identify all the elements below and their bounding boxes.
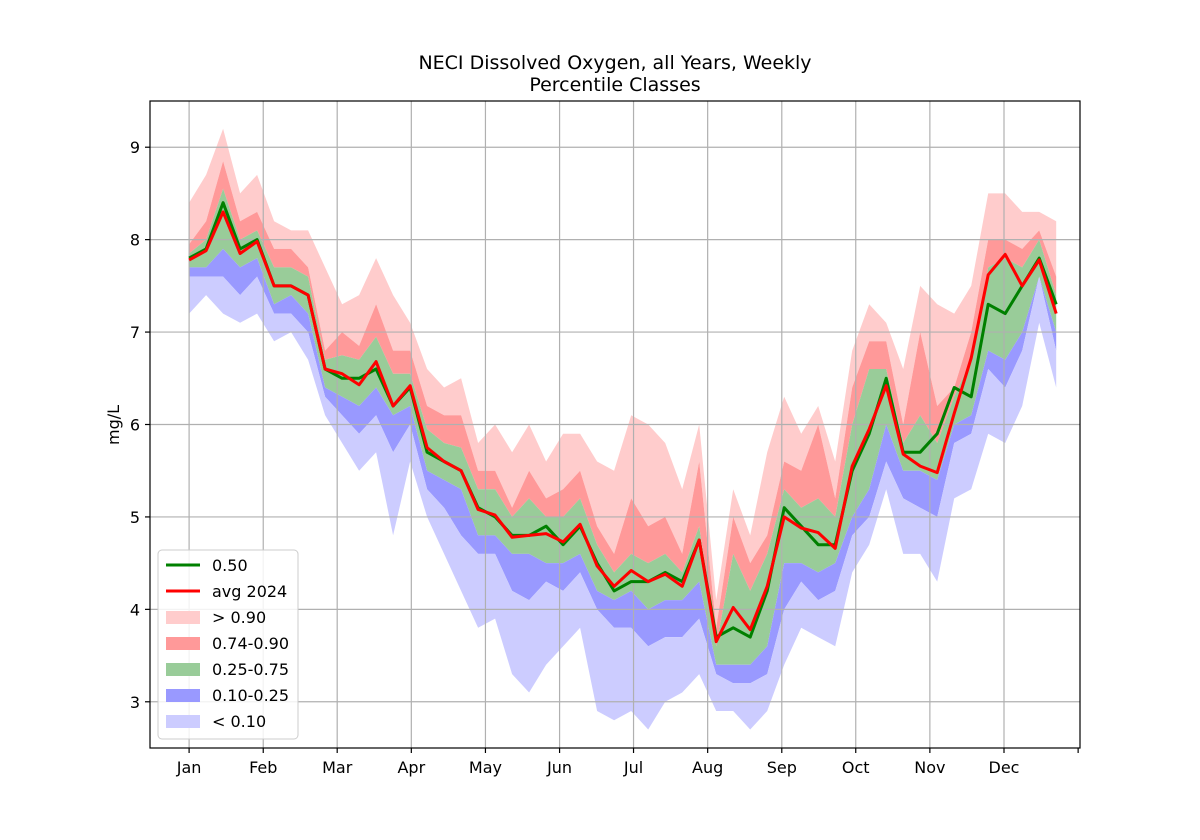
band-5 bbox=[189, 276, 1057, 730]
legend-swatch-5 bbox=[166, 663, 200, 676]
band-3 bbox=[189, 188, 1057, 665]
legend-swatch-6 bbox=[166, 689, 200, 702]
y-tick-label: 4 bbox=[130, 600, 140, 619]
x-tick-label: May bbox=[469, 758, 502, 777]
legend-swatch-7 bbox=[166, 715, 200, 728]
x-tick-label: Mar bbox=[322, 758, 353, 777]
x-tick-label: Apr bbox=[397, 758, 425, 777]
x-tick-label: Jan bbox=[176, 758, 202, 777]
chart-title-line2: Percentile Classes bbox=[529, 74, 700, 96]
legend-label: > 0.90 bbox=[212, 608, 266, 627]
y-axis-ticks: 3 4 5 6 7 8 9 bbox=[130, 138, 150, 712]
series-line-avg-2024 bbox=[188, 210, 1058, 644]
x-tick-label: Aug bbox=[692, 758, 723, 777]
legend-swatch-3 bbox=[166, 611, 200, 624]
y-tick-label: 8 bbox=[130, 231, 140, 250]
legend-label: 0.50 bbox=[212, 556, 248, 575]
x-axis-ticks: Jan Feb Mar Apr May Jun Jul Aug Sep Oct Nov Dec bbox=[176, 748, 1079, 777]
chart-title-line1: NECI Dissolved Oxygen, all Years, Weekly bbox=[418, 52, 811, 74]
y-axis-label: mg/L bbox=[104, 405, 123, 445]
legend-label: avg 2024 bbox=[212, 582, 287, 601]
series-line-0-50 bbox=[188, 201, 1058, 639]
x-tick-label: Sep bbox=[767, 758, 797, 777]
x-tick-label: Dec bbox=[989, 758, 1020, 777]
y-tick-label: 3 bbox=[130, 693, 140, 712]
y-tick-label: 5 bbox=[130, 508, 140, 527]
legend-swatch-4 bbox=[166, 637, 200, 650]
legend-label: 0.74-0.90 bbox=[212, 634, 289, 653]
x-tick-label: Feb bbox=[249, 758, 277, 777]
x-tick-label: Jul bbox=[623, 758, 643, 777]
series-lines bbox=[188, 201, 1058, 644]
legend: 0.50 avg 2024 > 0.90 0.74-0.90 0.25-0.75 0.10… bbox=[157, 549, 299, 740]
y-tick-label: 9 bbox=[130, 138, 140, 157]
band-4 bbox=[189, 248, 1057, 684]
y-tick-label: 7 bbox=[130, 323, 140, 342]
percentile-bands bbox=[189, 128, 1057, 730]
legend-label: < 0.10 bbox=[212, 712, 266, 731]
legend-label: 0.25-0.75 bbox=[212, 660, 289, 679]
x-tick-label: Jun bbox=[546, 758, 572, 777]
x-tick-label: Oct bbox=[842, 758, 870, 777]
y-tick-label: 6 bbox=[130, 416, 140, 435]
legend-label: 0.10-0.25 bbox=[212, 686, 289, 705]
x-tick-label: Nov bbox=[914, 758, 945, 777]
band-2 bbox=[189, 161, 1057, 647]
